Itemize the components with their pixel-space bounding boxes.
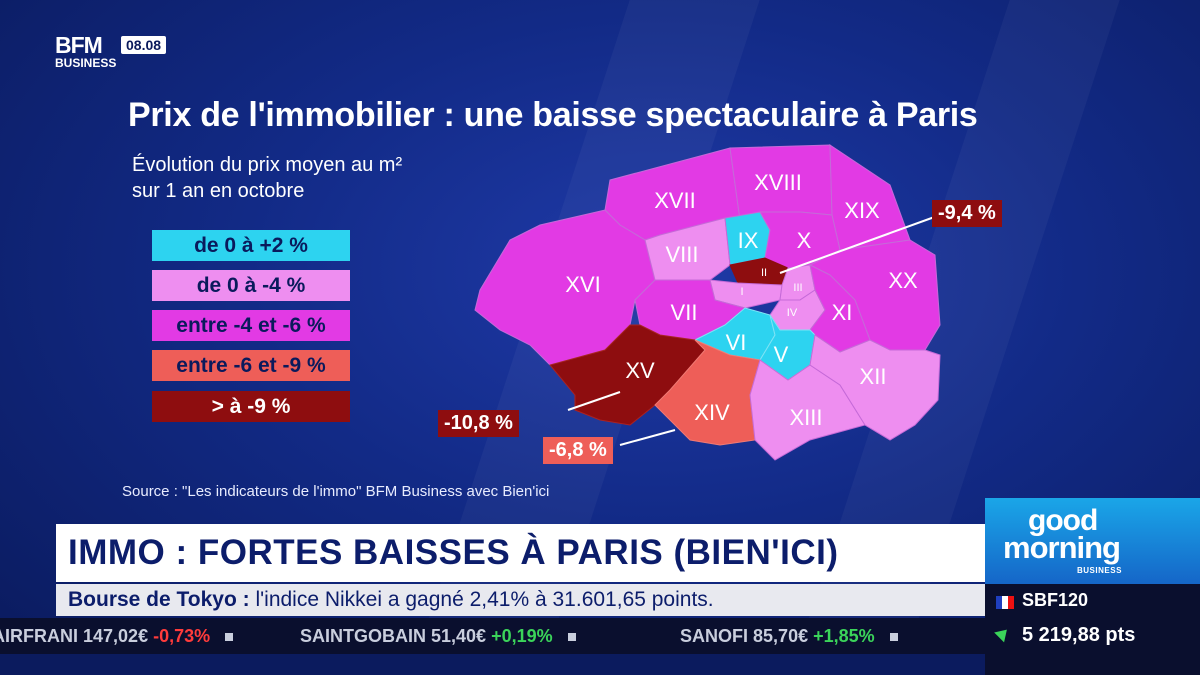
stock-price: 85,70€	[753, 626, 809, 646]
label-ii: II	[761, 267, 767, 279]
stock-item: SAINTGOBAIN 51,40€ +0,19%	[300, 618, 586, 654]
legend-item-0-to-plus-2: de 0 à +2 %	[152, 230, 350, 261]
district-xiii	[749, 359, 866, 461]
ticker-label: Bourse de Tokyo :	[68, 588, 250, 611]
label-iii: III	[793, 282, 802, 294]
subtitle-line-1: Évolution du prix moyen au m²	[132, 154, 403, 176]
bfm-business-logo: BFM BUSINESS	[55, 32, 117, 70]
stock-price: 51,40€	[431, 626, 487, 646]
label-xviii: XVIII	[754, 170, 802, 195]
subtitle-line-2: sur 1 an en octobre	[132, 180, 305, 202]
separator-square-icon	[225, 633, 234, 642]
index-panel	[985, 584, 1200, 675]
label-xiii: XIII	[789, 405, 822, 430]
label-xiv: XIV	[694, 400, 730, 425]
source-note: Source : "Les indicateurs de l'immo" BFM…	[122, 483, 550, 500]
show-logo-line-3: BUSINESS	[1077, 566, 1122, 575]
callout-line-xv	[567, 391, 621, 411]
stock-price: 147,02€	[83, 626, 149, 646]
district-xiv	[654, 339, 761, 446]
stock-name: SANOFI	[680, 626, 749, 646]
stock-name: SAINTGOBAIN	[300, 626, 426, 646]
ticker-text: l'indice Nikkei a gagné 2,41% à 31.601,6…	[249, 588, 714, 611]
logo-bottom-text: BUSINESS	[55, 56, 117, 70]
news-ticker-bar	[56, 584, 986, 616]
separator-square-icon	[889, 633, 898, 642]
headline: IMMO : FORTES BAISSES À PARIS (BIEN'ICI)	[68, 533, 839, 572]
logo-top-text: BFM	[55, 32, 103, 58]
label-xi: XI	[832, 300, 853, 325]
label-viii: VIII	[665, 242, 698, 267]
stock-item: SANOFI 85,70€ +1,85%	[680, 618, 908, 654]
label-x: X	[797, 228, 812, 253]
legend-item-minus-6-to-9: entre -6 et -9 %	[152, 350, 350, 381]
label-i: I	[740, 286, 743, 298]
label-vii: VII	[671, 300, 698, 325]
district-xv	[549, 324, 706, 426]
legend-item-0-to-minus-4: de 0 à -4 %	[152, 270, 350, 301]
headline-bar	[56, 524, 986, 582]
label-xii: XII	[860, 364, 887, 389]
label-v: V	[774, 342, 789, 367]
stock-change: -0,73%	[153, 626, 211, 646]
callout-line-ii	[779, 214, 941, 274]
stock-change: +1,85%	[813, 626, 875, 646]
callout-line-xiv	[619, 429, 676, 446]
label-xix: XIX	[844, 198, 880, 223]
stock-change: +0,19%	[491, 626, 553, 646]
good-morning-business-logo: good morning BUSINESS	[985, 498, 1200, 584]
callout-xv-value: -10,8 %	[438, 410, 519, 437]
label-vi: VI	[726, 330, 747, 355]
map-subtitle: Évolution du prix moyen au m² sur 1 an e…	[132, 152, 472, 204]
label-xvi: XVI	[565, 272, 600, 297]
legend-item-over-minus-9: > à -9 %	[152, 391, 350, 422]
label-ix: IX	[738, 228, 759, 253]
callout-xiv-value: -6,8 %	[543, 437, 613, 464]
index-name: SBF120	[1022, 590, 1089, 610]
callout-ii-value: -9,4 %	[932, 200, 1002, 227]
stock-ticker: AIRFRANI 147,02€ -0,73% SAINTGOBAIN 51,4…	[0, 618, 985, 654]
index-value: 5 219,88 pts	[1022, 624, 1136, 646]
label-iv: IV	[787, 307, 798, 319]
news-ticker: Bourse de Tokyo : l'indice Nikkei a gagn…	[68, 584, 714, 616]
stock-name: AIRFRANI	[0, 626, 78, 646]
paris-map: XVII XVIII XIX XVI VIII IX X XX II I III…	[474, 144, 941, 461]
clock: 08.08	[121, 36, 167, 54]
show-logo-line-2: morning	[1003, 530, 1121, 565]
legend-item-minus-4-to-6: entre -4 et -6 %	[152, 310, 350, 341]
france-flag-icon	[996, 596, 1014, 609]
label-xx: XX	[888, 268, 918, 293]
show-logo-line-1: good	[1028, 504, 1098, 537]
page-title: Prix de l'immobilier : une baisse specta…	[128, 96, 978, 134]
separator-square-icon	[567, 633, 576, 642]
bottom-strip	[0, 654, 985, 675]
stock-item: AIRFRANI 147,02€ -0,73%	[0, 618, 243, 654]
label-xvii: XVII	[654, 188, 696, 213]
district-xii	[809, 334, 941, 441]
label-xv: XV	[625, 358, 655, 383]
